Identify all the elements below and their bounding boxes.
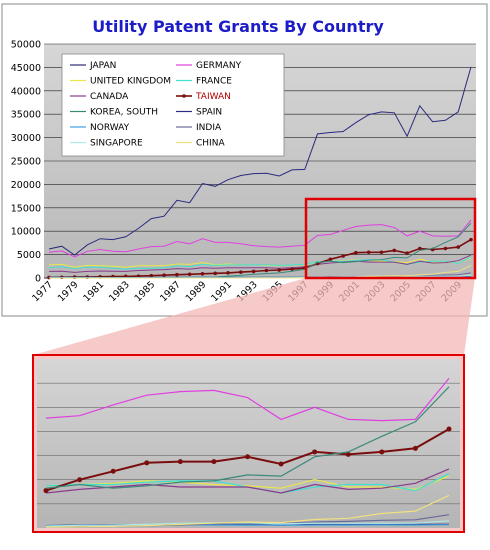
series-line-taiwan xyxy=(48,238,472,279)
y-tick-label: 40000 xyxy=(11,86,41,97)
zoom-plot-area xyxy=(37,359,460,528)
legend-label-taiwan: TAIWAN xyxy=(195,92,231,102)
zoom-data-point-taiwan xyxy=(43,488,49,494)
legend: JAPAN GERMANY UNITED KINGDOM FRANCE CANADA TA… xyxy=(61,53,285,157)
y-tick-label: 25000 xyxy=(11,157,41,168)
y-tick-label: 35000 xyxy=(11,110,41,121)
legend-label-india: INDIA xyxy=(196,123,222,133)
data-point-taiwan xyxy=(213,271,218,276)
zoom-data-point-taiwan xyxy=(211,459,217,465)
zoom-data-point-taiwan xyxy=(110,468,116,474)
data-point-taiwan xyxy=(200,271,205,276)
y-tick-label: 50000 xyxy=(11,40,41,51)
legend-label-korea-south: KOREA, SOUTH xyxy=(90,108,158,118)
legend-label-singapore: SINGAPORE xyxy=(90,139,143,149)
legend-label-germany: GERMANY xyxy=(196,61,242,71)
data-point-taiwan xyxy=(264,268,269,273)
data-point-taiwan xyxy=(392,248,397,253)
data-point-taiwan xyxy=(443,246,448,251)
legend-label-spain: SPAIN xyxy=(196,108,222,118)
zoom-panel-border xyxy=(32,354,465,533)
zoom-gridlines xyxy=(37,382,460,505)
series-line-china xyxy=(49,264,472,279)
zoom-data-point-taiwan xyxy=(144,460,150,466)
legend-label-japan: JAPAN xyxy=(89,61,116,71)
series-line-germany xyxy=(48,219,472,258)
legend-box xyxy=(61,53,285,157)
legend-marker xyxy=(182,94,186,98)
zoom-series-lines xyxy=(43,377,452,528)
data-point-taiwan xyxy=(187,272,192,277)
zoom-data-point-taiwan xyxy=(245,454,250,460)
data-point-taiwan xyxy=(239,270,243,274)
zoom-data-point-taiwan xyxy=(446,426,452,432)
zoom-data-point-taiwan xyxy=(312,449,318,455)
data-point-taiwan xyxy=(251,269,256,274)
zoom-data-point-taiwan xyxy=(412,445,418,451)
y-axis-ticks: 0 5000 10000 15000 20000 25000 30000 35000 40000… xyxy=(11,40,41,285)
legend-label-united-kingdom: UNITED KINGDOM xyxy=(90,77,171,87)
chart-title: Utility Patent Grants By Country xyxy=(92,17,384,36)
zoom-connector xyxy=(33,278,475,355)
data-point-taiwan xyxy=(469,237,473,242)
data-point-taiwan xyxy=(418,246,422,251)
zoom-series-line-china xyxy=(45,494,450,528)
legend-label-france: FRANCE xyxy=(196,77,232,87)
y-tick-label: 45000 xyxy=(11,63,41,74)
data-point-taiwan xyxy=(456,245,461,249)
y-tick-label: 5000 xyxy=(17,250,41,261)
legend-label-china: CHINA xyxy=(196,139,225,149)
data-point-taiwan xyxy=(379,250,384,255)
zoom-series-line-korea-south xyxy=(45,386,450,489)
y-tick-label: 30000 xyxy=(11,133,41,144)
y-tick-label: 0 xyxy=(35,274,41,285)
legend-label-canada: CANADA xyxy=(90,92,129,102)
y-tick-label: 15000 xyxy=(11,203,41,214)
data-point-taiwan xyxy=(354,250,358,255)
data-point-taiwan xyxy=(277,268,281,272)
zoom-data-point-taiwan xyxy=(177,459,183,465)
zoom-highlight-box xyxy=(304,197,477,280)
data-point-taiwan xyxy=(328,257,333,262)
zoom-data-point-taiwan xyxy=(77,477,83,483)
series-line-japan xyxy=(48,66,472,256)
zoom-series-line-singapore xyxy=(45,520,450,527)
y-tick-label: 20000 xyxy=(11,180,41,191)
data-point-taiwan xyxy=(366,250,371,255)
data-point-taiwan xyxy=(405,251,409,255)
zoom-series-line-canada xyxy=(45,468,450,494)
series-line-canada xyxy=(48,254,472,273)
zoom-data-point-taiwan xyxy=(379,449,385,455)
zoom-data-point-taiwan xyxy=(345,451,351,457)
data-point-taiwan xyxy=(162,273,166,277)
zoom-series-line-united-kingdom xyxy=(45,475,450,491)
zoom-data-point-taiwan xyxy=(278,461,284,467)
data-point-taiwan xyxy=(290,267,294,271)
legend-label-norway: NORWAY xyxy=(90,123,130,133)
data-point-taiwan xyxy=(175,272,179,277)
data-point-taiwan xyxy=(226,271,230,275)
data-point-taiwan xyxy=(149,273,154,278)
y-tick-label: 10000 xyxy=(11,227,41,238)
zoom-series-line-germany xyxy=(45,377,450,422)
data-point-taiwan xyxy=(341,254,345,258)
